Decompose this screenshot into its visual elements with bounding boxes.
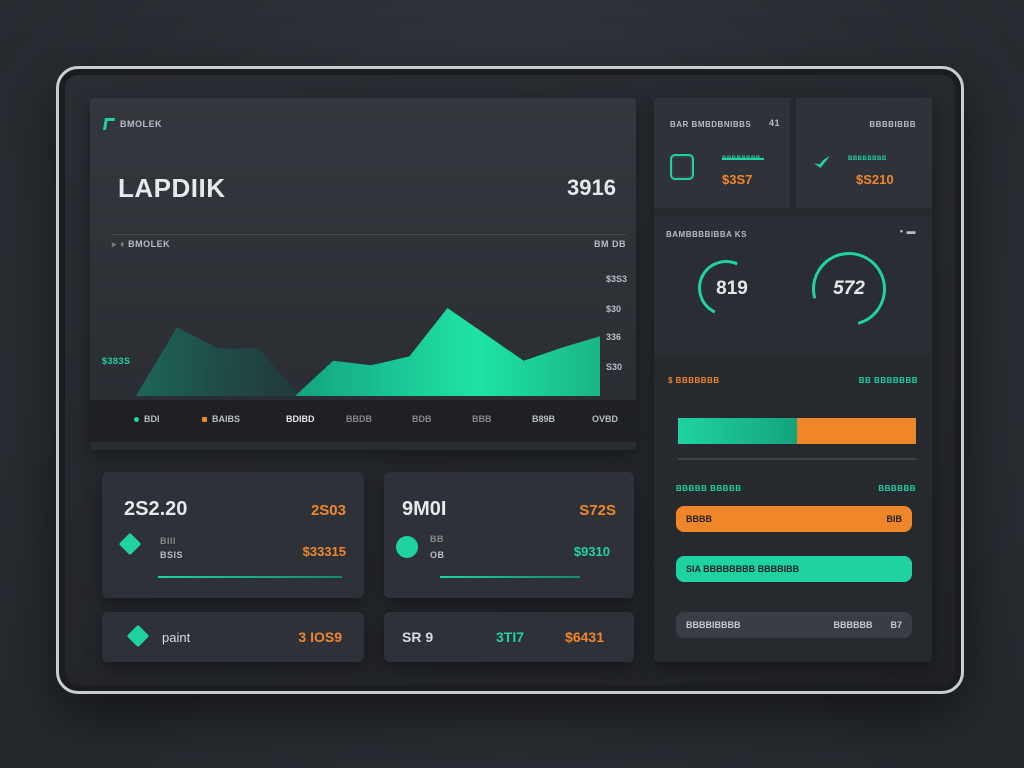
page-title: LAPDIIK [118,173,226,203]
mini-card-value: $S210 [856,172,894,187]
stat-value: 3TI7 [496,629,525,645]
progress-line [440,576,580,578]
legend-dot-icon [202,416,207,422]
bar-header-left: $ BBBBBBB [668,376,720,385]
checkmark-icon [814,156,830,168]
divider [678,458,916,460]
legend-dot-icon [134,416,139,422]
divider [112,234,626,235]
gauge-value-2: 572 [833,278,865,299]
stat-sub-label: BSIS [160,550,184,560]
stat-sub-label: OB [430,550,445,560]
y-tick: 336 [606,332,622,342]
stat-delta: 2S03 [310,502,346,519]
stat-sub-label: BB [430,534,444,544]
gauge-header: BAMBBBBIBBA KS [666,230,747,239]
stat-value: 3 IOS9 [298,629,342,645]
stat-value: $6431 [565,629,604,645]
dark-pill-button[interactable]: BBBBIBBBB BBBBBB B7 [676,612,912,638]
stat-label: SR 9 [402,629,434,645]
stat-value: 2S2.20 [124,498,188,520]
pill-label: SIA BBBBBBBB BBBBIBB [686,564,800,574]
mini-card-badge: 41 [768,118,780,128]
brand-label: BMOLEK [120,119,162,129]
pill-value: B7 [890,620,902,630]
legend-item[interactable]: B89B [532,414,556,424]
y-axis-left-label: $383S [102,356,131,366]
mini-card-value: $3S7 [722,172,753,187]
gauge-panel: BAMBBBBIBBA KS • ▬ 819 572 [654,216,932,354]
mini-card-label: BBBBBBBB [848,156,887,162]
legend-item[interactable]: BDI [134,414,160,424]
main-value: 3916 [567,175,616,200]
legend-item[interactable]: BAIBS [202,414,240,424]
chart-label-left: ▸ ♦ BMOLEK [112,239,171,249]
stat-delta: S72S [579,502,616,519]
stat-value: 9M0I [402,498,447,520]
stat-card-4[interactable]: SR 9 3TI7 $6431 [384,612,634,662]
accent-line [722,158,764,160]
circle-icon [396,536,418,558]
pill-header-left: BBBBB BBBBB [676,484,742,493]
stat-sub-value: $33315 [302,544,346,559]
stat-card-1[interactable]: 2S2.20 2S03 BIII BSIS $33315 [102,472,364,598]
y-tick: S30 [606,362,623,372]
stat-card-2[interactable]: 9M0I S72S BB OB $9310 [384,472,634,598]
legend-item[interactable]: BDB [412,414,432,424]
orange-pill-button[interactable]: BBBB BIB [676,506,912,532]
pill-label: BBBB [686,514,712,524]
more-icon[interactable]: • ▬ [899,226,916,236]
stat-sub-label: BIII [160,536,177,546]
mini-card-2[interactable]: BBBBIBBB BBBBBBBB $S210 [796,98,932,208]
pill-label: BBBBIBBBB [686,620,741,630]
brand: BMOLEK [102,118,162,130]
brand-logo-icon [102,118,116,130]
mini-card-header: BAR BMBDBNIBBS [670,120,752,129]
mini-card-1[interactable]: BAR BMBDBNIBBS 41 BBBBBBBB $3S7 [654,98,790,208]
legend-item[interactable]: BDIBD [286,414,315,424]
y-tick: $3S3 [606,274,628,284]
document-icon [670,154,694,180]
stat-card-3[interactable]: paint 3 IOS9 [102,612,364,662]
area-chart[interactable] [90,248,636,403]
pill-header-right: BBBBBB [878,484,916,493]
y-tick: $30 [606,304,622,314]
area-series-1 [136,327,300,396]
progress-bar [678,418,916,444]
pill-value: BIB [886,514,903,524]
mini-card-header: BBBBIBBB [869,120,916,129]
legend-item[interactable]: BBB [472,414,492,424]
gauge-value-1: 819 [716,278,748,299]
stat-label: paint [162,630,191,645]
teal-pill-button[interactable]: SIA BBBBBBBB BBBBIBB [676,556,912,582]
legend-item[interactable]: OVBD [592,414,619,424]
diamond-icon [118,532,142,556]
mini-card-label: BBBBBBBB [722,156,761,162]
pill-mid: BBBBBB [833,620,873,630]
area-series-2 [295,308,600,396]
bar-header-right: BB BBBBBBB [858,376,918,385]
diamond-icon [126,624,150,648]
main-chart-panel: BMOLEK LAPDIIK 3916 ▸ ♦ BMOLEK BM DB $38… [90,98,636,450]
progress-line [158,576,342,578]
chart-label-right: BM DB [594,239,626,249]
right-sidebar: BAR BMBDBNIBBS 41 BBBBBBBB $3S7 BBBBIBBB… [654,98,932,662]
legend-bar [90,400,636,442]
stat-sub-value: $9310 [573,544,610,559]
progress-bar-fill [678,418,797,444]
legend-item[interactable]: BBDB [346,414,372,424]
